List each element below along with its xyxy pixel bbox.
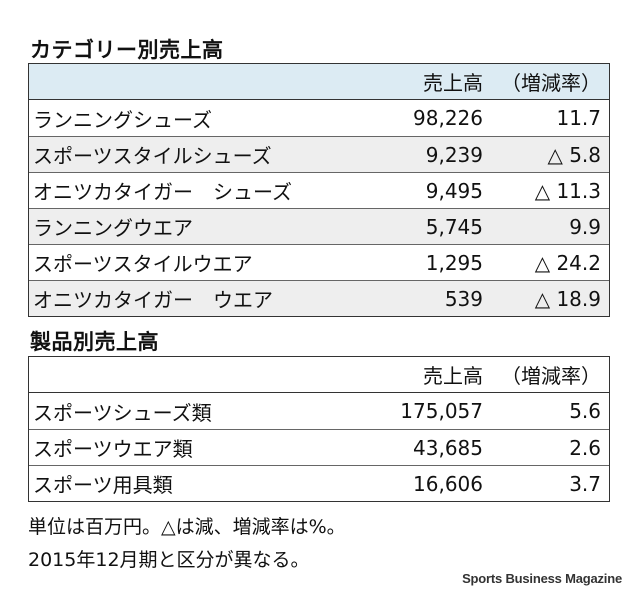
category-table-header: 売上高 （増減率）	[29, 64, 609, 100]
product-section-title: 製品別売上高	[30, 330, 159, 354]
category-sales-table: 売上高 （増減率） ランニングシューズ 98,226 11.7 スポーツスタイル…	[28, 63, 610, 317]
header-sales: 売上高	[423, 71, 483, 95]
row-name: スポーツウエア類	[33, 437, 193, 461]
row-rate: 5.6	[569, 399, 601, 423]
row-rate: 2.6	[569, 435, 601, 460]
row-name: オニツカタイガー シューズ	[33, 180, 292, 204]
row-rate: 11.7	[556, 106, 601, 130]
category-section-title: カテゴリー別売上高	[30, 38, 224, 62]
row-rate: △ 11.3	[534, 178, 601, 203]
table-row: スポーツ用具類 16,606 3.7	[29, 465, 609, 501]
row-sales: 539	[444, 286, 483, 311]
row-sales: 175,057	[400, 399, 483, 423]
product-table-header: 売上高 （増減率）	[29, 357, 609, 393]
table-row: スポーツスタイルシューズ 9,239 △ 5.8	[29, 136, 609, 172]
row-sales: 5,745	[425, 214, 483, 239]
period-note: 2015年12月期と区分が異なる。	[28, 549, 310, 571]
row-rate: △ 24.2	[534, 250, 601, 275]
row-name: スポーツスタイルシューズ	[33, 144, 272, 168]
table-row: スポーツシューズ類 175,057 5.6	[29, 393, 609, 429]
row-sales: 1,295	[425, 250, 483, 275]
row-rate: △ 5.8	[547, 142, 601, 167]
row-name: ランニングシューズ	[33, 107, 212, 132]
row-sales: 9,239	[425, 142, 483, 167]
table-row: スポーツスタイルウエア 1,295 △ 24.2	[29, 244, 609, 280]
row-name: スポーツスタイルウエア	[33, 252, 253, 276]
source-credit: Sports Business Magazine	[462, 571, 622, 586]
header-rate: （増減率）	[501, 71, 601, 95]
header-sales: 売上高	[423, 364, 483, 388]
row-name: ランニングウエア	[33, 216, 193, 240]
unit-note: 単位は百万円。△は減、増減率は%。	[28, 516, 346, 538]
header-rate: （増減率）	[501, 364, 601, 388]
table-row: ランニングウエア 5,745 9.9	[29, 208, 609, 244]
row-name: オニツカタイガー ウエア	[33, 288, 273, 312]
row-sales: 43,685	[413, 435, 483, 460]
row-name: スポーツ用具類	[33, 473, 173, 497]
row-sales: 16,606	[413, 471, 483, 496]
row-sales: 9,495	[425, 178, 483, 203]
row-name: スポーツシューズ類	[33, 400, 212, 425]
table-row: オニツカタイガー ウエア 539 △ 18.9	[29, 280, 609, 316]
table-row: スポーツウエア類 43,685 2.6	[29, 429, 609, 465]
row-rate: 3.7	[569, 471, 601, 496]
product-sales-table: 売上高 （増減率） スポーツシューズ類 175,057 5.6 スポーツウエア類…	[28, 356, 610, 502]
table-row: オニツカタイガー シューズ 9,495 △ 11.3	[29, 172, 609, 208]
row-rate: 9.9	[569, 214, 601, 239]
table-row: ランニングシューズ 98,226 11.7	[29, 100, 609, 136]
row-sales: 98,226	[413, 106, 483, 130]
row-rate: △ 18.9	[534, 286, 601, 311]
